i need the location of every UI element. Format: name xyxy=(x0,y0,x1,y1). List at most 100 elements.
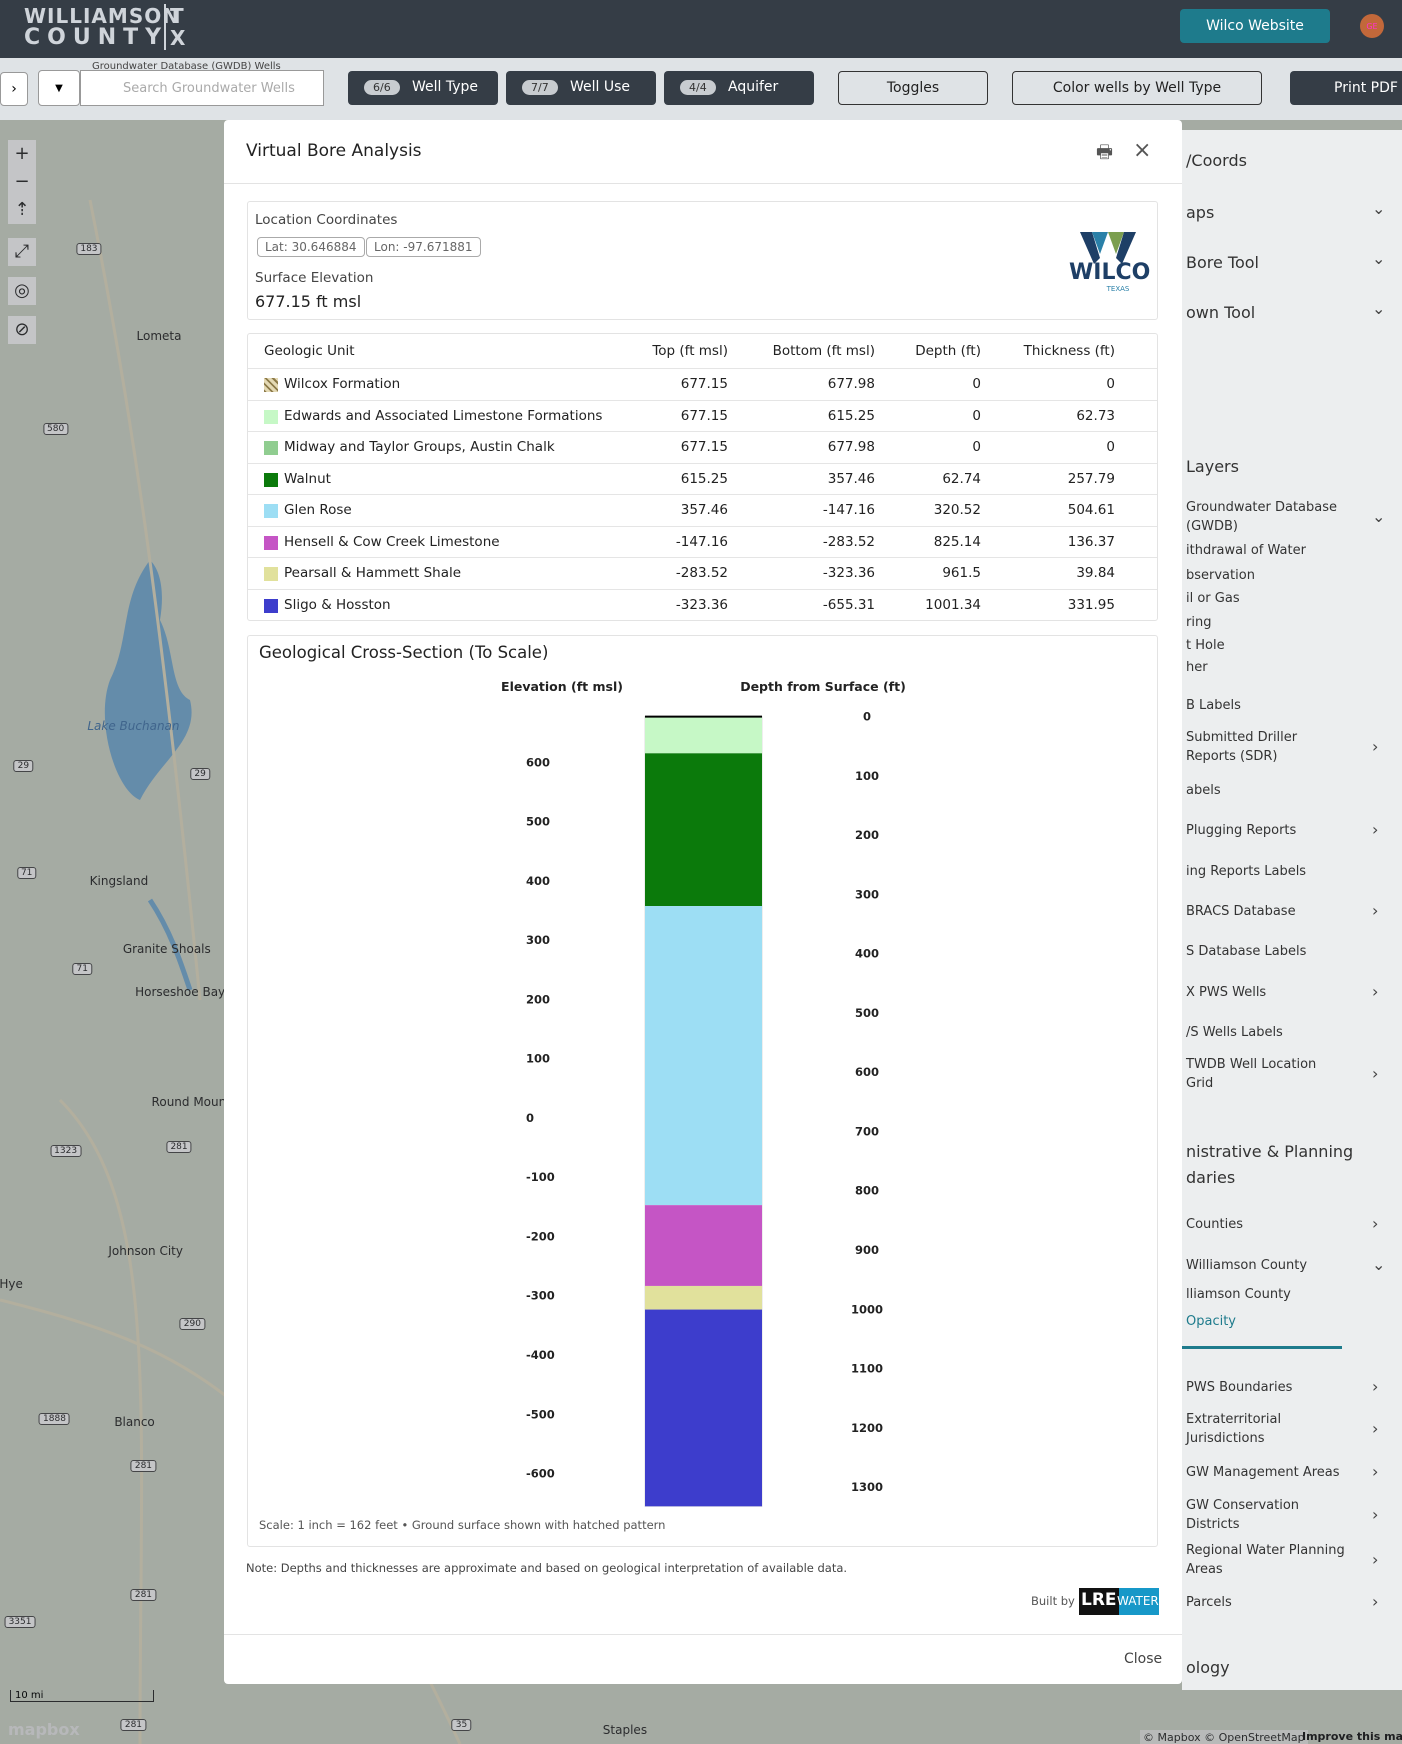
sidebar-item[interactable]: Groundwater Database (GWDB) xyxy=(1186,500,1338,535)
map-control[interactable]: + xyxy=(8,140,36,168)
sidebar-item[interactable]: Bore Tool xyxy=(1186,253,1259,273)
depth-tick-label: 0 xyxy=(863,710,871,724)
chevron[interactable]: ⌄ xyxy=(1372,1255,1386,1275)
sidebar-item: nistrative & Planning daries xyxy=(1186,1141,1354,1187)
table-cell: 257.79 xyxy=(1067,470,1115,487)
sidebar-item[interactable]: Williamson County xyxy=(1186,1258,1308,1274)
website-button[interactable]: Wilco Website xyxy=(1180,9,1330,43)
chevron[interactable]: › xyxy=(1372,1462,1379,1482)
close-icon[interactable]: × xyxy=(1133,138,1152,163)
place-label: Lometa xyxy=(136,328,182,343)
sidebar-item[interactable]: PWS Boundaries xyxy=(1186,1379,1293,1395)
avatar[interactable]: GE xyxy=(1360,14,1384,38)
table-cell: Hensell & Cow Creek Limestone xyxy=(284,533,500,550)
sidebar-item[interactable]: TWDB Well Location Grid xyxy=(1186,1057,1317,1092)
road-shield: 281 xyxy=(120,1718,147,1731)
opacity-slider[interactable] xyxy=(1182,1345,1342,1349)
table-cell: 62.74 xyxy=(942,470,981,487)
sidebar-item[interactable]: Regional Water Planning Areas xyxy=(1186,1543,1345,1578)
layer xyxy=(645,716,762,754)
filter-button[interactable]: 6/6 Well Type xyxy=(348,71,498,105)
map-control[interactable]: ⊘ xyxy=(8,316,36,344)
column-header: Thickness (ft) xyxy=(1023,343,1115,359)
logo-state: X xyxy=(164,26,185,50)
wilco-sub: TEXAS xyxy=(1106,285,1130,293)
toolbar: › ▼ Groundwater Database (GWDB) Wells Se… xyxy=(0,58,1402,120)
sidebar-item[interactable]: aps xyxy=(1186,203,1215,223)
close-button[interactable]: Close xyxy=(1124,1651,1163,1667)
road-shield: 1888 xyxy=(39,1413,70,1426)
road-shield: 183 xyxy=(76,243,102,256)
depth-tick-label: 500 xyxy=(855,1006,879,1020)
sidebar-item[interactable]: X PWS Wells xyxy=(1186,984,1267,1000)
brand-logo[interactable]: LRE WATER xyxy=(1079,1588,1159,1615)
chevron[interactable]: ⌄ xyxy=(1372,507,1386,527)
road-shield: 3351 xyxy=(4,1615,36,1628)
chevron[interactable]: ⌄ xyxy=(1372,199,1386,219)
table-cell: 331.95 xyxy=(1067,596,1115,613)
map-control[interactable]: ⤢ xyxy=(8,238,36,266)
chevron[interactable]: › xyxy=(1372,737,1379,757)
table-cell: Edwards and Associated Limestone Formati… xyxy=(284,407,603,424)
chevron[interactable]: › xyxy=(1372,1214,1379,1234)
toggles-button[interactable]: Toggles xyxy=(838,71,988,105)
road-shield: 1323 xyxy=(50,1145,82,1158)
road-shield: 281 xyxy=(130,1459,157,1472)
row-divider xyxy=(248,431,1157,432)
sidebar-item[interactable]: Plugging Reports xyxy=(1186,822,1297,838)
logo-state: T xyxy=(164,4,184,28)
place-label: Staples xyxy=(602,1723,648,1738)
filter-button[interactable]: 4/4 Aquifer xyxy=(664,71,814,105)
chevron[interactable]: › xyxy=(1372,1064,1379,1084)
sidebar-item: /Coords xyxy=(1186,150,1247,170)
chevron[interactable]: ⌄ xyxy=(1372,249,1386,269)
chevron[interactable]: › xyxy=(1372,1376,1379,1396)
sidebar-item[interactable]: Extraterritorial Jurisdictions xyxy=(1186,1411,1282,1446)
print-icon[interactable]: 🖶 xyxy=(1096,142,1113,163)
color-by-button[interactable]: Color wells by Well Type xyxy=(1012,71,1262,105)
chevron[interactable]: › xyxy=(1372,1550,1379,1570)
road-shield: 35 xyxy=(451,1718,472,1731)
sidebar-item: Layers xyxy=(1186,456,1239,476)
chevron[interactable]: ⌄ xyxy=(1372,299,1386,319)
lake xyxy=(104,560,192,800)
note: Note: Depths and thicknesses are approxi… xyxy=(246,1561,848,1575)
chevron[interactable]: › xyxy=(1372,819,1379,839)
chevron[interactable]: › xyxy=(1372,1418,1379,1438)
dropdown-button[interactable]: ▼ xyxy=(38,70,80,106)
depth-axis-label: Depth from Surface (ft) xyxy=(740,679,906,694)
elevation-tick-label: -300 xyxy=(526,1289,555,1303)
improve-link[interactable]: Improve this map xyxy=(1302,1730,1402,1743)
table-cell: 62.73 xyxy=(1076,407,1115,424)
sidebar-item[interactable]: Parcels xyxy=(1186,1595,1232,1611)
filter-button[interactable]: 7/7 Well Use xyxy=(506,71,656,105)
sidebar-item: B Labels xyxy=(1186,698,1241,713)
filter-label: Well Type xyxy=(412,79,479,95)
chevron[interactable]: › xyxy=(1372,981,1379,1001)
expand-button[interactable]: › xyxy=(0,72,28,106)
chevron[interactable]: › xyxy=(1372,1592,1379,1612)
scale-note: Scale: 1 inch = 162 feet • Ground surfac… xyxy=(259,1518,665,1532)
sidebar-item[interactable]: BRACS Database xyxy=(1186,903,1296,919)
row-divider xyxy=(248,462,1157,464)
map-scale: 10 mi xyxy=(10,1690,154,1702)
sidebar-item[interactable]: Counties xyxy=(1186,1217,1243,1233)
chevron[interactable]: › xyxy=(1372,900,1379,920)
sidebar-item[interactable]: own Tool xyxy=(1186,303,1256,323)
table-cell: Midway and Taylor Groups, Austin Chalk xyxy=(284,439,555,455)
table-cell: 320.52 xyxy=(933,502,981,518)
map-control[interactable]: − xyxy=(8,168,36,196)
print-button[interactable]: Print PDF xyxy=(1290,71,1402,105)
sidebar-item[interactable]: Submitted Driller Reports (SDR) xyxy=(1186,730,1298,765)
depth-tick-label: 800 xyxy=(855,1184,879,1198)
search-placeholder: Search Groundwater Wells xyxy=(123,81,295,96)
sidebar-item[interactable]: GW Management Areas xyxy=(1186,1465,1340,1481)
chevron[interactable]: › xyxy=(1372,1504,1379,1524)
sidebar-item: ithdrawal of Water xyxy=(1186,543,1306,559)
depth-tick-label: 600 xyxy=(855,1065,879,1079)
map-control[interactable]: ⇡ xyxy=(8,196,36,224)
map-control[interactable]: ◎ xyxy=(8,277,36,305)
sidebar-item[interactable]: GW Conservation Districts xyxy=(1186,1497,1300,1532)
search-box[interactable]: Search Groundwater Wells xyxy=(80,70,324,106)
elevation-tick-label: 100 xyxy=(526,1052,550,1066)
